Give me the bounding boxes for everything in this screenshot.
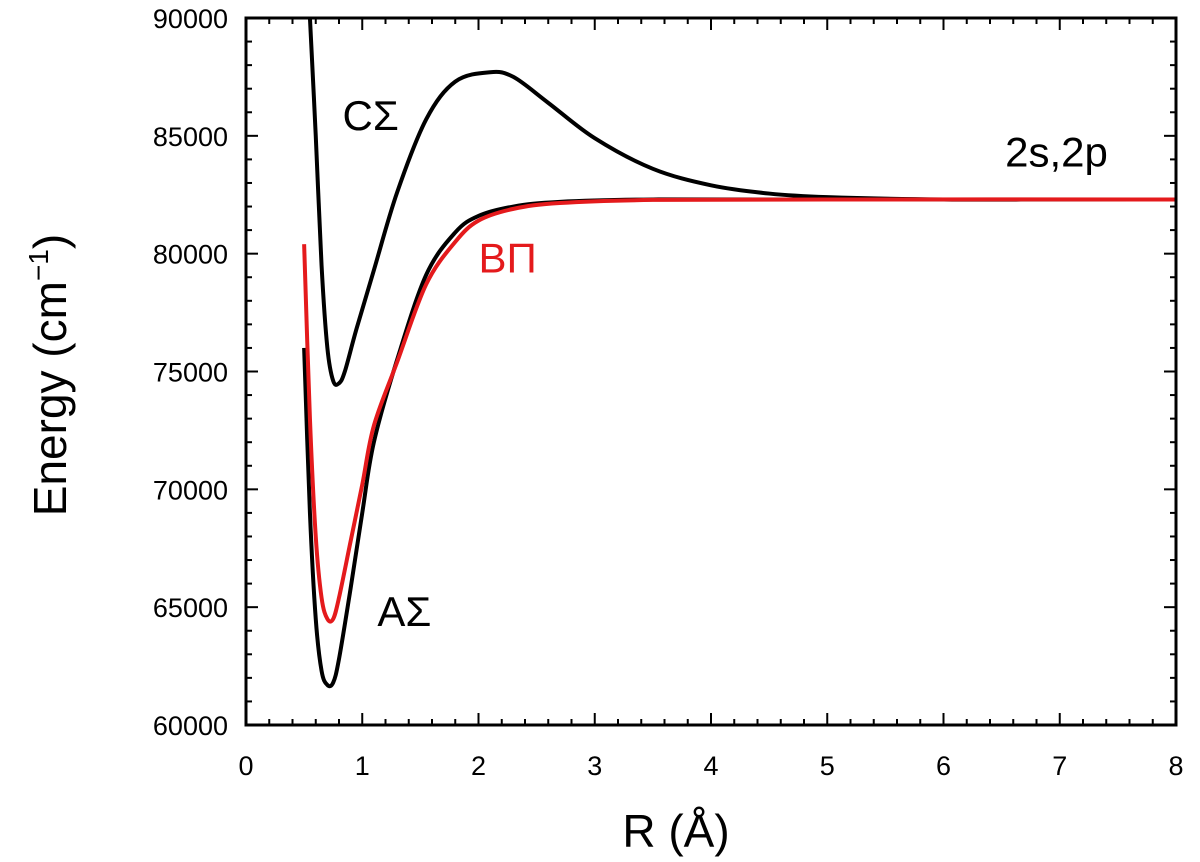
x-tick-label: 8 [1168, 751, 1183, 781]
y-tick-label: 70000 [153, 475, 228, 505]
y-tick-label: 60000 [153, 711, 228, 741]
y-tick-label: 75000 [153, 358, 228, 388]
x-axis-label: R (Å) [622, 805, 729, 857]
x-tick-label: 6 [936, 751, 951, 781]
plot-frame [244, 16, 1178, 727]
curve-annotations: CΣ AΣ BΠ 2s,2p [342, 92, 1107, 635]
tick-labels: 0 1 2 3 4 5 6 7 8 60000 65000 70000 75000 80000 85000 9… [153, 4, 1184, 781]
y-tick-label: 65000 [153, 593, 228, 623]
y-tick-label: 80000 [153, 240, 228, 270]
x-tick-label: 5 [820, 751, 835, 781]
y-tick-label: 85000 [153, 122, 228, 152]
x-tick-label: 1 [355, 751, 370, 781]
y-tick-label: 90000 [153, 4, 228, 34]
curve-label: CΣ [342, 92, 398, 139]
y-axis-label-superscript: −1 [23, 249, 54, 281]
curve-label: BΠ [479, 235, 537, 282]
curve-label: 2s,2p [1005, 128, 1108, 175]
y-axis-label-main: Energy (cm [24, 281, 76, 516]
x-tick-label: 3 [587, 751, 602, 781]
x-tick-label: 2 [471, 751, 486, 781]
y-axis-label: Energy (cm−1) [23, 234, 76, 516]
series-line-b-pi [302, 197, 1176, 624]
x-tick-label: 4 [703, 751, 718, 781]
curve-label: AΣ [377, 588, 431, 635]
series-line-c-sigma [307, 18, 1176, 387]
x-tick-label: 7 [1052, 751, 1067, 781]
x-tick-label: 0 [238, 751, 253, 781]
curves [302, 18, 1176, 689]
y-axis-label-close: ) [24, 234, 76, 249]
